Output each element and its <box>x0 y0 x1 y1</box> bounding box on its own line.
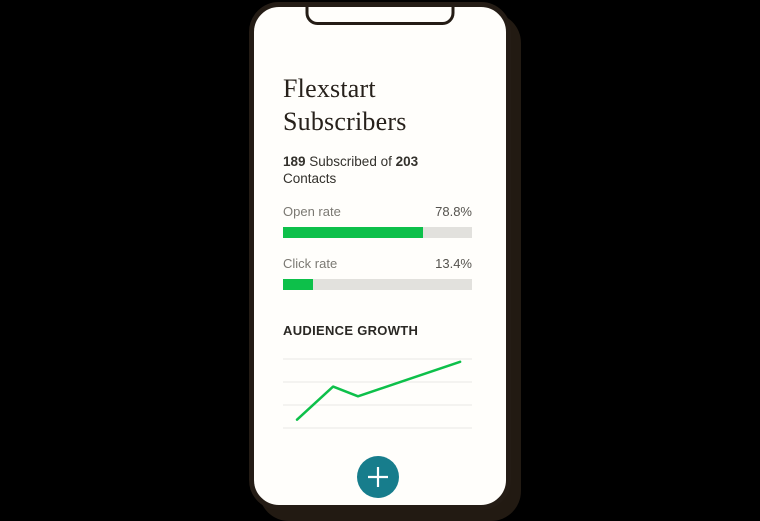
audience-growth-chart <box>283 358 472 429</box>
audience-growth-line <box>295 360 462 421</box>
subscriber-summary: 189 Subscribed of 203 Contacts <box>283 153 419 186</box>
click-rate-progress-fill <box>283 278 314 290</box>
plus-icon <box>367 466 388 487</box>
phone-screen: Flexstart Subscribers 189 Subscribed of … <box>254 7 506 505</box>
open-rate-value: 78.8% <box>435 203 472 219</box>
click-rate-stat: Click rate 13.4% <box>283 256 472 290</box>
page-title: Flexstart Subscribers <box>283 72 472 139</box>
page-title-line2: Subscribers <box>283 107 407 137</box>
phone-frame: Flexstart Subscribers 189 Subscribed of … <box>249 2 511 510</box>
open-rate-label: Open rate <box>283 203 341 219</box>
click-rate-value: 13.4% <box>435 255 472 271</box>
open-rate-stat: Open rate 78.8% <box>283 204 472 238</box>
contacts-count: 203 <box>395 153 419 169</box>
click-rate-label: Click rate <box>283 255 338 271</box>
open-rate-progress-fill <box>283 226 423 238</box>
audience-growth-heading: AUDIENCE GROWTH <box>283 322 419 338</box>
phone-notch <box>305 7 455 25</box>
subscribed-count: 189 <box>283 153 306 169</box>
add-button[interactable] <box>356 455 399 498</box>
click-rate-progressbar <box>283 278 472 290</box>
page-title-line1: Flexstart <box>283 74 376 103</box>
open-rate-progressbar <box>283 226 472 238</box>
